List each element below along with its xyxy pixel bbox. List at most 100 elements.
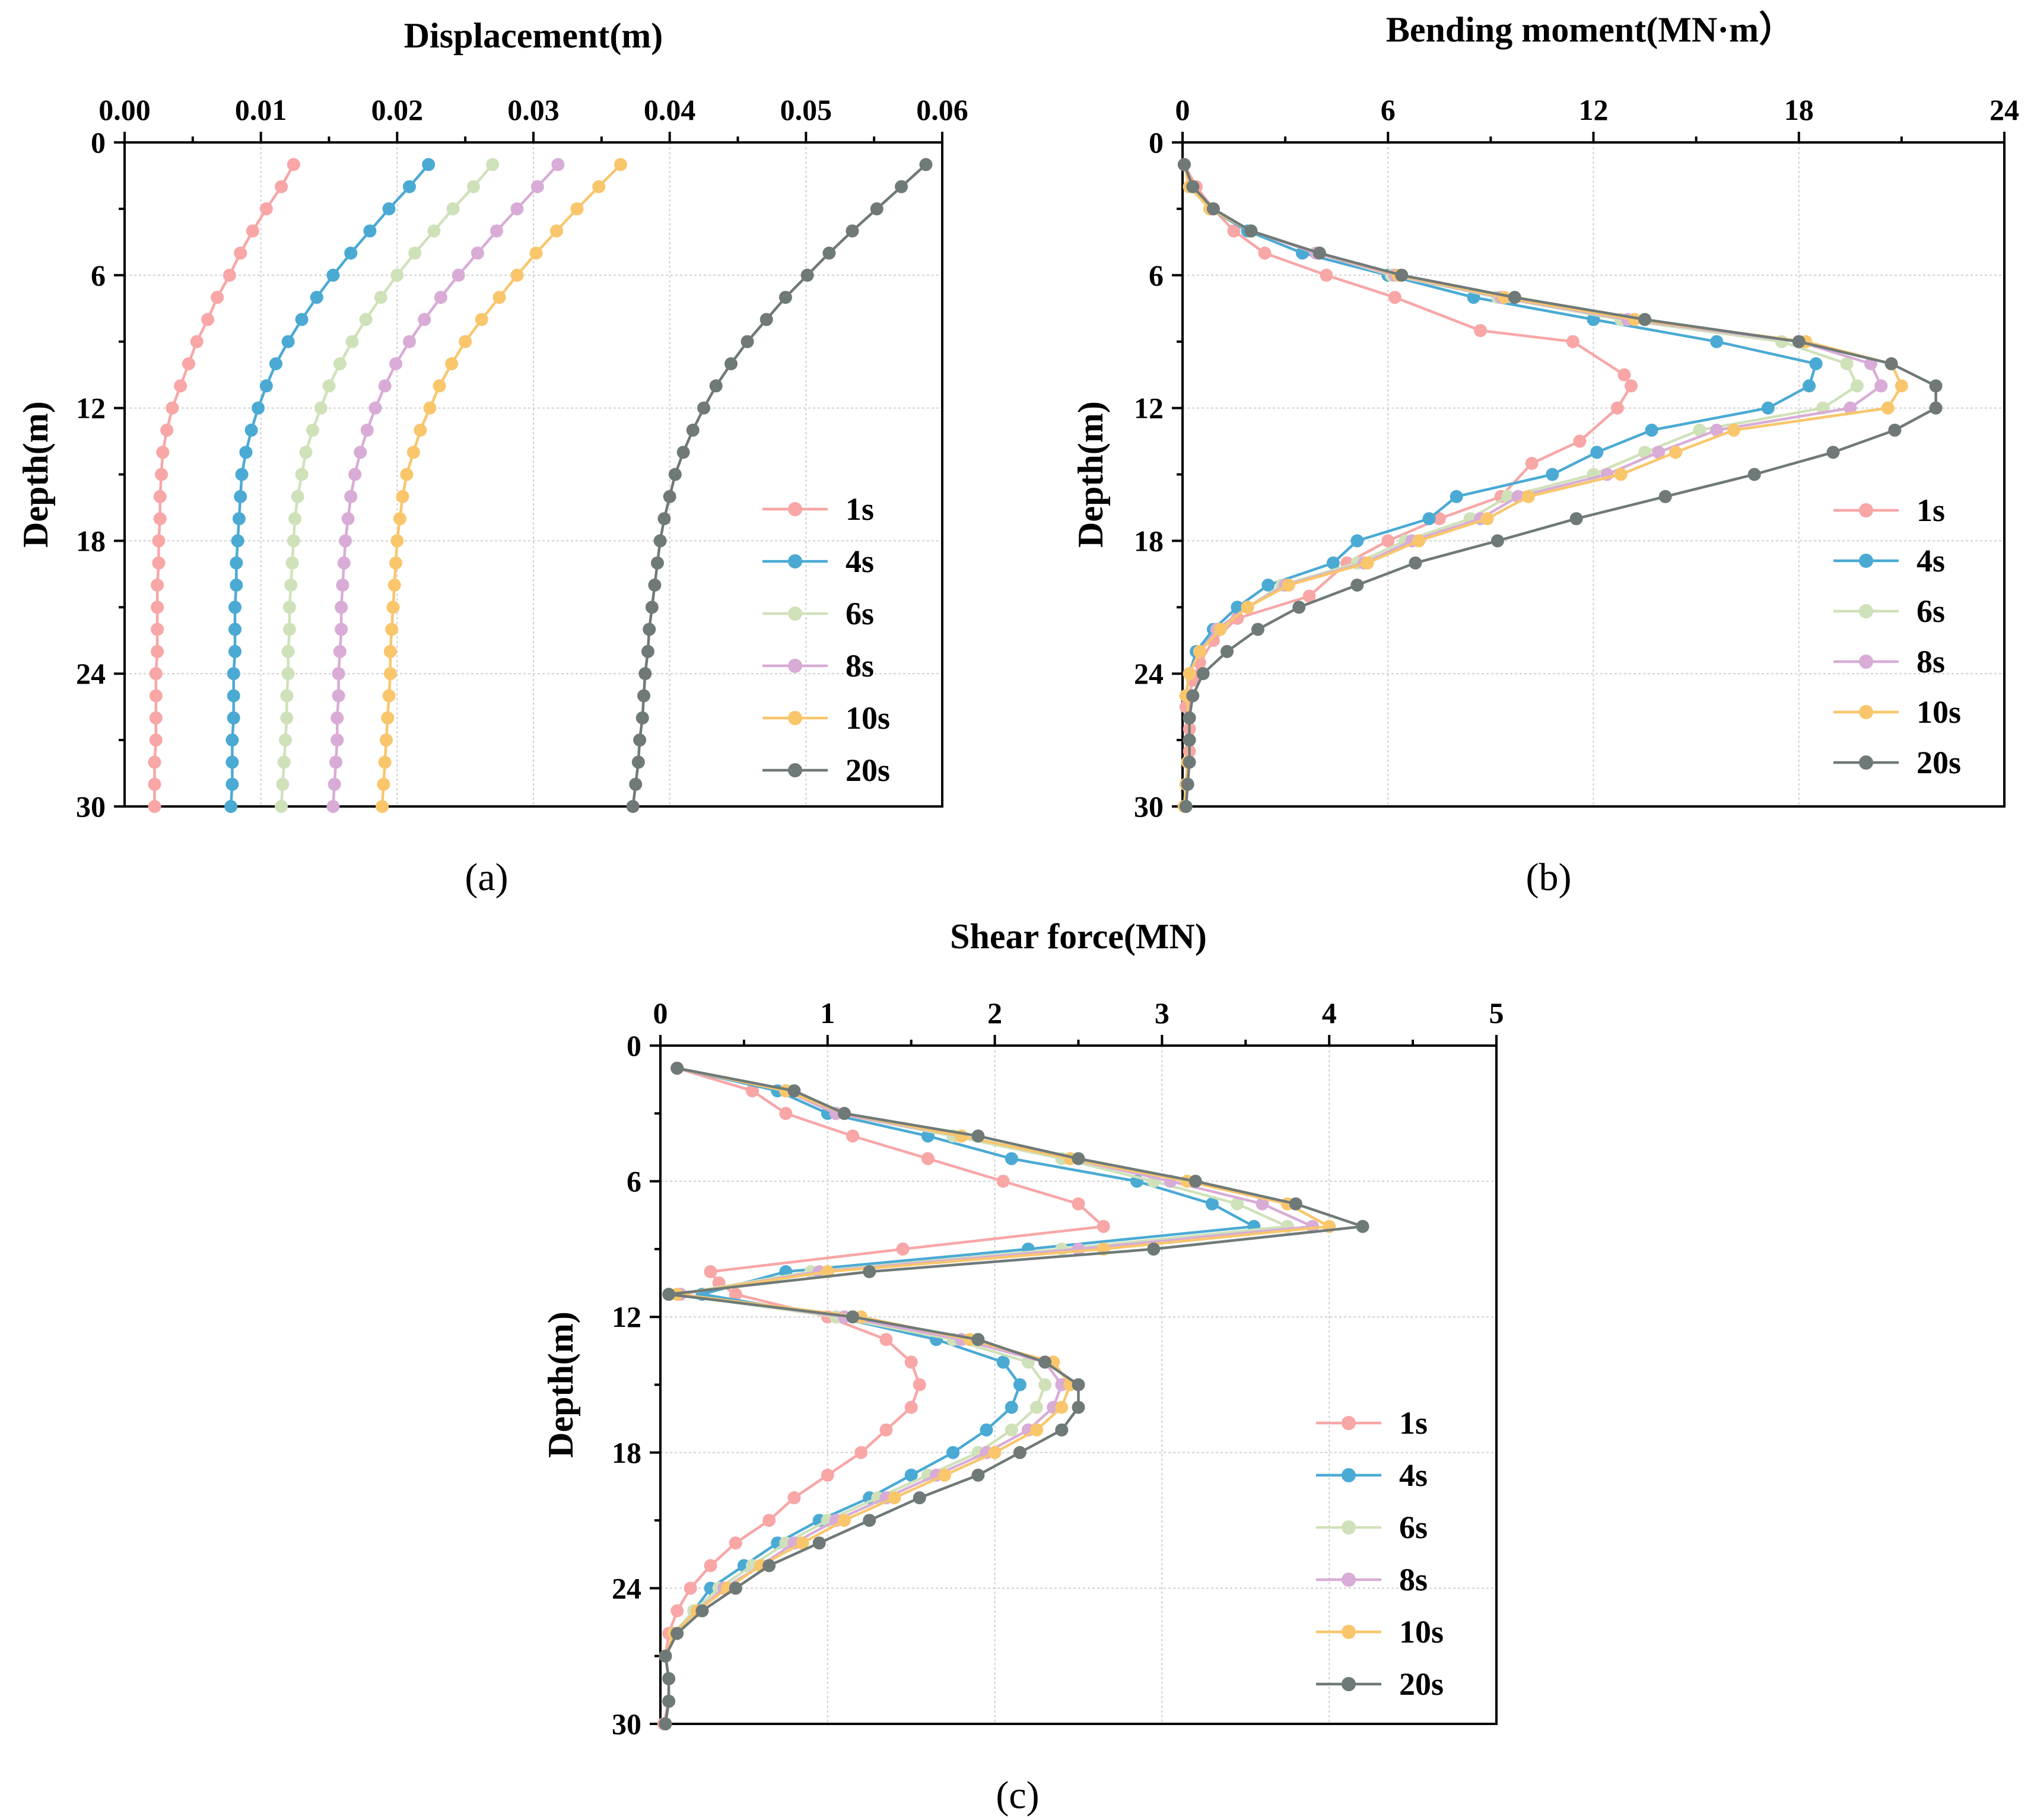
data-point-10s <box>888 1491 901 1504</box>
data-point-1s <box>149 711 163 725</box>
data-point-20s <box>1508 291 1521 304</box>
data-point-8s <box>368 401 382 415</box>
legend-marker-6s <box>788 606 802 621</box>
data-point-1s <box>996 1174 1010 1188</box>
y-tick-label: 30 <box>1134 790 1164 823</box>
series-line-8s <box>332 163 559 807</box>
data-point-4s <box>225 777 239 791</box>
data-point-1s <box>879 1423 893 1437</box>
y-axis-title: Depth(m) <box>541 1311 580 1458</box>
data-point-10s <box>614 158 627 171</box>
data-point-4s <box>1005 1400 1018 1414</box>
legend-label-1s: 1s <box>846 491 874 527</box>
data-point-20s <box>648 579 662 592</box>
data-point-6s <box>486 158 500 171</box>
data-point-1s <box>151 579 164 592</box>
data-point-20s <box>913 1491 926 1504</box>
data-point-4s <box>344 246 358 260</box>
data-point-1s <box>1624 379 1638 393</box>
y-tick-label: 30 <box>76 790 106 823</box>
data-point-4s <box>1546 468 1559 481</box>
data-point-20s <box>1181 777 1194 791</box>
data-point-8s <box>434 291 447 304</box>
data-point-20s <box>676 446 690 459</box>
data-point-4s <box>403 180 417 193</box>
legend-marker-1s <box>788 502 802 516</box>
data-point-1s <box>704 1265 717 1278</box>
data-point-20s <box>971 1333 985 1346</box>
data-point-20s <box>1395 268 1409 282</box>
data-point-20s <box>1206 202 1220 215</box>
data-point-20s <box>695 1604 709 1618</box>
data-point-10s <box>1881 401 1895 415</box>
data-point-20s <box>662 1672 676 1685</box>
y-tick-label: 6 <box>91 259 106 292</box>
data-point-20s <box>1356 1219 1369 1233</box>
data-point-8s <box>344 490 358 503</box>
panel-caption: (a) <box>465 856 508 899</box>
data-point-1s <box>745 1084 759 1098</box>
legend-label-8s: 8s <box>1399 1562 1428 1597</box>
data-point-6s <box>291 490 304 503</box>
data-point-10s <box>393 512 406 526</box>
data-point-8s <box>490 224 503 238</box>
data-point-4s <box>269 357 282 370</box>
data-point-1s <box>1388 291 1401 304</box>
data-point-10s <box>492 291 506 304</box>
data-point-6s <box>1693 423 1706 437</box>
data-point-8s <box>336 579 349 592</box>
data-point-20s <box>1569 512 1583 526</box>
data-point-10s <box>1193 644 1206 658</box>
legend-marker-8s <box>1342 1573 1356 1587</box>
data-point-8s <box>530 180 544 193</box>
data-point-20s <box>1221 644 1234 658</box>
data-point-1s <box>879 1333 893 1346</box>
series-1s <box>148 158 300 813</box>
series-4s <box>224 158 436 813</box>
data-point-1s <box>153 490 167 503</box>
data-point-4s <box>252 401 265 415</box>
data-point-6s <box>408 246 422 260</box>
data-point-8s <box>418 313 431 326</box>
data-point-20s <box>778 291 792 304</box>
data-point-6s <box>322 379 336 393</box>
data-point-8s <box>360 423 374 437</box>
data-point-20s <box>662 1694 676 1708</box>
data-point-20s <box>1196 667 1210 681</box>
y-tick-label: 18 <box>76 524 106 557</box>
data-point-10s <box>389 556 403 570</box>
data-point-1s <box>151 622 164 636</box>
data-point-4s <box>382 202 396 215</box>
data-point-1s <box>921 1152 935 1165</box>
data-point-1s <box>1573 434 1587 448</box>
data-point-4s <box>1645 423 1658 437</box>
data-point-10s <box>988 1446 1002 1459</box>
y-tick-label: 18 <box>612 1436 641 1469</box>
x-tick-label: 6 <box>1381 93 1396 126</box>
series-line-20s <box>664 1066 1364 1724</box>
x-tick-label: 12 <box>1579 93 1609 126</box>
data-point-10s <box>1521 490 1535 503</box>
legend-label-20s: 20s <box>846 752 890 788</box>
data-point-6s <box>284 579 298 592</box>
data-point-10s <box>378 755 392 769</box>
data-point-20s <box>1350 579 1364 592</box>
data-point-20s <box>1183 733 1196 747</box>
data-point-4s <box>227 667 240 681</box>
data-point-6s <box>299 446 313 459</box>
legend-marker-10s <box>788 711 802 725</box>
data-point-6s <box>280 711 294 725</box>
x-tick-label: 4 <box>1322 996 1337 1030</box>
data-point-1s <box>174 379 187 393</box>
data-point-1s <box>1302 589 1316 603</box>
data-point-1s <box>155 468 169 481</box>
data-point-10s <box>445 357 459 370</box>
data-point-1s <box>913 1378 926 1392</box>
data-point-20s <box>629 777 643 791</box>
data-point-20s <box>643 622 656 636</box>
y-tick-label: 18 <box>1134 524 1164 557</box>
data-point-6s <box>374 291 387 304</box>
data-point-4s <box>904 1468 918 1482</box>
data-point-10s <box>938 1468 952 1482</box>
data-point-20s <box>1147 1242 1161 1256</box>
